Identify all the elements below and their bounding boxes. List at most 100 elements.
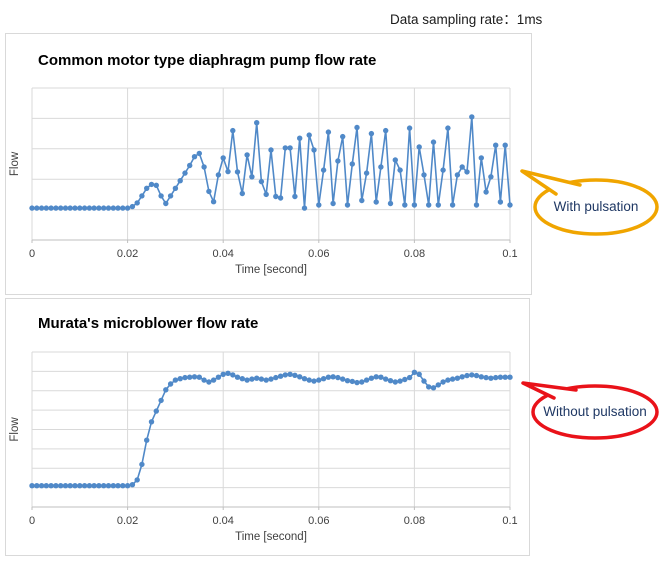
data-point-marker <box>311 378 317 384</box>
data-point-marker <box>220 155 226 161</box>
flow-line <box>32 116 511 209</box>
data-point-marker <box>359 197 365 204</box>
data-point-marker <box>330 374 336 380</box>
data-point-marker <box>273 193 279 200</box>
data-point-marker <box>263 191 269 198</box>
data-point-marker <box>58 205 64 211</box>
data-point-marker <box>383 376 389 382</box>
data-point-marker <box>239 190 245 197</box>
data-point-marker <box>144 185 150 191</box>
data-point-marker <box>215 172 222 178</box>
data-point-marker <box>258 178 265 185</box>
data-point-marker <box>464 169 470 175</box>
data-point-marker <box>454 172 461 178</box>
data-point-marker <box>101 205 107 211</box>
data-point-marker <box>191 154 198 160</box>
x-tick-label: 0.08 <box>404 515 425 527</box>
data-point-marker <box>469 372 475 378</box>
data-point-marker <box>86 205 93 211</box>
data-point-marker <box>454 375 461 381</box>
data-point-marker <box>449 376 456 382</box>
data-point-marker <box>507 374 513 380</box>
data-point-marker <box>129 482 136 488</box>
data-point-marker <box>292 372 298 378</box>
data-point-marker <box>478 374 484 380</box>
data-point-marker <box>239 376 245 382</box>
data-point-marker <box>234 374 241 380</box>
data-point-marker <box>67 483 73 489</box>
chart-panel-microblower: Murata's microblower flow rate 0 0.02 0.04… <box>5 298 530 556</box>
data-point-marker <box>67 205 73 211</box>
data-point-marker <box>129 203 136 210</box>
data-point-marker <box>373 199 379 205</box>
data-point-marker <box>473 202 480 208</box>
data-point-marker <box>230 127 236 134</box>
data-point-marker <box>368 375 375 381</box>
data-point-marker <box>426 202 432 208</box>
data-point-marker <box>449 202 456 208</box>
data-point-marker <box>77 483 83 489</box>
data-point-marker <box>363 170 370 176</box>
data-point-marker <box>148 419 155 425</box>
data-point-marker <box>115 205 121 211</box>
data-point-marker <box>139 193 145 199</box>
data-point-marker <box>48 483 54 489</box>
data-point-marker <box>196 150 202 157</box>
data-point-marker <box>435 202 441 208</box>
data-point-marker <box>196 374 202 380</box>
x-tick-label: 0.06 <box>308 248 329 260</box>
data-point-marker <box>464 372 470 379</box>
data-point-marker <box>301 376 308 382</box>
data-point-marker <box>110 483 117 489</box>
data-point-marker <box>43 205 49 211</box>
data-point-marker <box>167 381 174 387</box>
data-point-marker <box>483 189 489 195</box>
data-point-marker <box>459 164 465 170</box>
data-point-marker <box>215 374 222 380</box>
data-point-marker <box>378 374 384 380</box>
data-point-marker <box>411 369 418 375</box>
data-point-marker <box>440 167 446 173</box>
data-point-marker <box>368 130 375 137</box>
data-point-marker <box>134 477 140 483</box>
with-pulsation-bubble: With pulsation <box>520 169 659 236</box>
data-point-marker <box>344 202 351 208</box>
data-point-marker <box>244 152 250 158</box>
data-point-marker <box>387 378 394 384</box>
without-pulsation-label: Without pulsation <box>543 404 647 419</box>
data-point-marker <box>311 147 317 153</box>
data-point-marker <box>483 374 489 381</box>
data-point-marker <box>392 379 398 385</box>
without-pulsation-bubble: Without pulsation <box>521 381 659 440</box>
data-point-marker <box>316 202 322 208</box>
data-point-marker <box>34 205 40 211</box>
data-point-marker <box>34 483 40 489</box>
x-tick-label: 0.04 <box>212 515 233 527</box>
without-pulsation-bubble-tail <box>521 381 578 400</box>
data-point-marker <box>273 374 279 381</box>
data-point-marker <box>445 377 451 383</box>
data-point-marker <box>340 376 346 382</box>
data-point-marker <box>91 483 97 489</box>
data-point-marker <box>373 374 379 380</box>
data-point-marker <box>230 372 236 378</box>
data-point-marker <box>497 199 504 205</box>
data-point-marker <box>493 142 499 148</box>
data-point-marker <box>201 377 207 383</box>
data-point-marker <box>225 370 231 376</box>
y-axis-title: Flow <box>9 417 21 442</box>
data-point-marker <box>115 483 121 489</box>
data-point-marker <box>445 125 451 131</box>
data-point-marker <box>153 182 159 188</box>
data-point-marker <box>306 377 312 383</box>
data-point-marker <box>507 202 513 208</box>
data-point-marker <box>268 376 274 382</box>
data-point-marker <box>62 205 69 211</box>
data-point-marker <box>210 377 217 383</box>
x-tick-label: 0.1 <box>502 248 517 260</box>
x-axis-title: Time [second] <box>235 531 307 543</box>
data-point-marker <box>277 373 284 379</box>
data-point-marker <box>258 376 265 382</box>
data-point-marker <box>225 168 231 175</box>
data-point-marker <box>397 167 403 173</box>
